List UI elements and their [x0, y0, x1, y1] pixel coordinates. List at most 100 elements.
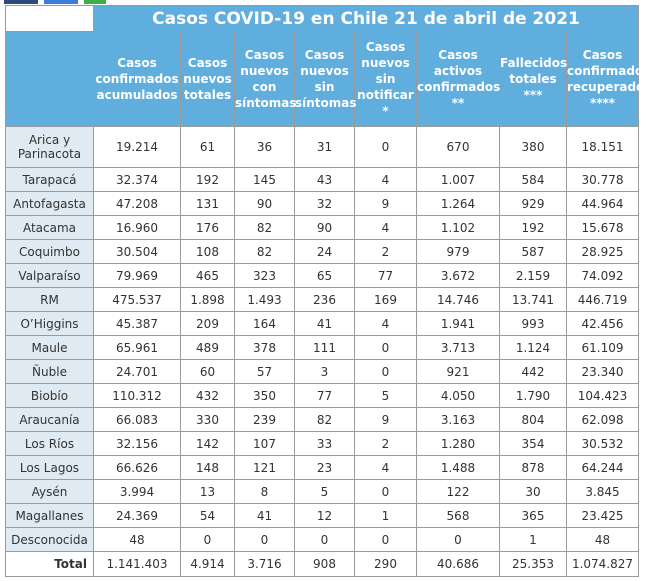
total-cell: 3.716 — [234, 551, 295, 577]
data-cell: 169 — [354, 287, 417, 312]
data-cell: 380 — [499, 126, 567, 168]
data-cell: 41 — [234, 503, 295, 528]
total-cell: 4.914 — [180, 551, 235, 577]
region-name: O’Higgins — [5, 311, 94, 336]
table-row: Aysén 3.994 13 8 5 0 122 30 3.845 — [5, 479, 639, 504]
table-row: Coquimbo 30.504 108 82 24 2 979 587 28.925 — [5, 239, 639, 264]
data-cell: 0 — [294, 527, 355, 552]
column-header-row: Casos confirmados acumulados Casos nuevos… — [5, 31, 647, 127]
data-cell: 0 — [234, 527, 295, 552]
table-row: Antofagasta 47.208 131 90 32 9 1.264 929 44.964 — [5, 191, 639, 216]
data-cell: 378 — [234, 335, 295, 360]
top-tab-strip — [0, 0, 110, 4]
data-cell: 12 — [294, 503, 355, 528]
data-cell: 44.964 — [566, 191, 639, 216]
data-cell: 929 — [499, 191, 567, 216]
table-row: Ñuble 24.701 60 57 3 0 921 442 23.340 — [5, 359, 639, 384]
data-cell: 43 — [294, 167, 355, 192]
region-name: Maule — [5, 335, 94, 360]
data-cell: 66.083 — [93, 407, 181, 432]
data-cell: 30.778 — [566, 167, 639, 192]
data-cell: 3.994 — [93, 479, 181, 504]
total-cell: 1.141.403 — [93, 551, 181, 577]
data-cell: 0 — [354, 527, 417, 552]
data-cell: 475.537 — [93, 287, 181, 312]
total-cell: 25.353 — [499, 551, 567, 577]
data-cell: 32.374 — [93, 167, 181, 192]
data-cell: 54 — [180, 503, 235, 528]
column-header: Casos confirmados acumulados — [93, 31, 181, 127]
data-cell: 1.007 — [416, 167, 500, 192]
data-cell: 330 — [180, 407, 235, 432]
data-cell: 48 — [93, 527, 181, 552]
top-tab-2[interactable] — [44, 0, 78, 4]
data-cell: 2 — [354, 431, 417, 456]
data-cell: 110.312 — [93, 383, 181, 408]
top-tab-1[interactable] — [4, 0, 38, 4]
column-header: Casos activos confirmados ** — [416, 31, 500, 127]
table-row: Arica y Parinacota 19.214 61 36 31 0 670 380 18.… — [5, 126, 639, 168]
data-cell: 192 — [499, 215, 567, 240]
data-cell: 465 — [180, 263, 235, 288]
column-header: Fallecidos totales *** — [499, 31, 567, 127]
data-cell: 62.098 — [566, 407, 639, 432]
top-tab-3[interactable] — [84, 0, 106, 4]
data-cell: 61.109 — [566, 335, 639, 360]
data-cell: 65.961 — [93, 335, 181, 360]
total-row: Total 1.141.403 4.914 3.716 908 290 40.686 25.3… — [5, 551, 639, 577]
corner-header-cell — [5, 31, 94, 127]
data-cell: 4.050 — [416, 383, 500, 408]
data-cell: 878 — [499, 455, 567, 480]
data-cell: 587 — [499, 239, 567, 264]
data-cell: 1.280 — [416, 431, 500, 456]
table-row: Atacama 16.960 176 82 90 4 1.102 192 15.678 — [5, 215, 639, 240]
data-cell: 74.092 — [566, 263, 639, 288]
data-cell: 42.456 — [566, 311, 639, 336]
data-cell: 111 — [294, 335, 355, 360]
covid-table-container: Casos COVID-19 en Chile 21 de abril de 2… — [5, 5, 647, 577]
data-cell: 79.969 — [93, 263, 181, 288]
data-cell: 3.845 — [566, 479, 639, 504]
data-cell: 236 — [294, 287, 355, 312]
data-cell: 104.423 — [566, 383, 639, 408]
data-cell: 0 — [416, 527, 500, 552]
total-cell: 908 — [294, 551, 355, 577]
data-cell: 24.369 — [93, 503, 181, 528]
data-cell: 0 — [354, 479, 417, 504]
data-cell: 323 — [234, 263, 295, 288]
data-cell: 14.746 — [416, 287, 500, 312]
data-cell: 8 — [234, 479, 295, 504]
data-cell: 1.898 — [180, 287, 235, 312]
data-cell: 64.244 — [566, 455, 639, 480]
total-cell: 40.686 — [416, 551, 500, 577]
data-cell: 1.488 — [416, 455, 500, 480]
data-cell: 13 — [180, 479, 235, 504]
data-cell: 108 — [180, 239, 235, 264]
data-cell: 131 — [180, 191, 235, 216]
table-row: Magallanes 24.369 54 41 12 1 568 365 23.425 — [5, 503, 639, 528]
data-cell: 993 — [499, 311, 567, 336]
data-cell: 2 — [354, 239, 417, 264]
data-cell: 0 — [354, 335, 417, 360]
data-cell: 2.159 — [499, 263, 567, 288]
total-cell: 290 — [354, 551, 417, 577]
region-name: Los Lagos — [5, 455, 94, 480]
data-cell: 442 — [499, 359, 567, 384]
data-cell: 16.960 — [93, 215, 181, 240]
table-body: Arica y Parinacota 19.214 61 36 31 0 670 380 18.… — [5, 126, 639, 577]
covid-table: Casos COVID-19 en Chile 21 de abril de 2… — [5, 5, 647, 577]
region-name: Ñuble — [5, 359, 94, 384]
region-name: Valparaíso — [5, 263, 94, 288]
table-row: Araucanía 66.083 330 239 82 9 3.163 804 62.098 — [5, 407, 639, 432]
data-cell: 979 — [416, 239, 500, 264]
data-cell: 18.151 — [566, 126, 639, 168]
data-cell: 4 — [354, 215, 417, 240]
total-cell: 1.074.827 — [566, 551, 639, 577]
data-cell: 568 — [416, 503, 500, 528]
data-cell: 82 — [294, 407, 355, 432]
data-cell: 142 — [180, 431, 235, 456]
table-row: RM 475.537 1.898 1.493 236 169 14.746 13.741 446… — [5, 287, 639, 312]
table-row: Maule 65.961 489 378 111 0 3.713 1.124 61.109 — [5, 335, 639, 360]
data-cell: 192 — [180, 167, 235, 192]
data-cell: 4 — [354, 167, 417, 192]
